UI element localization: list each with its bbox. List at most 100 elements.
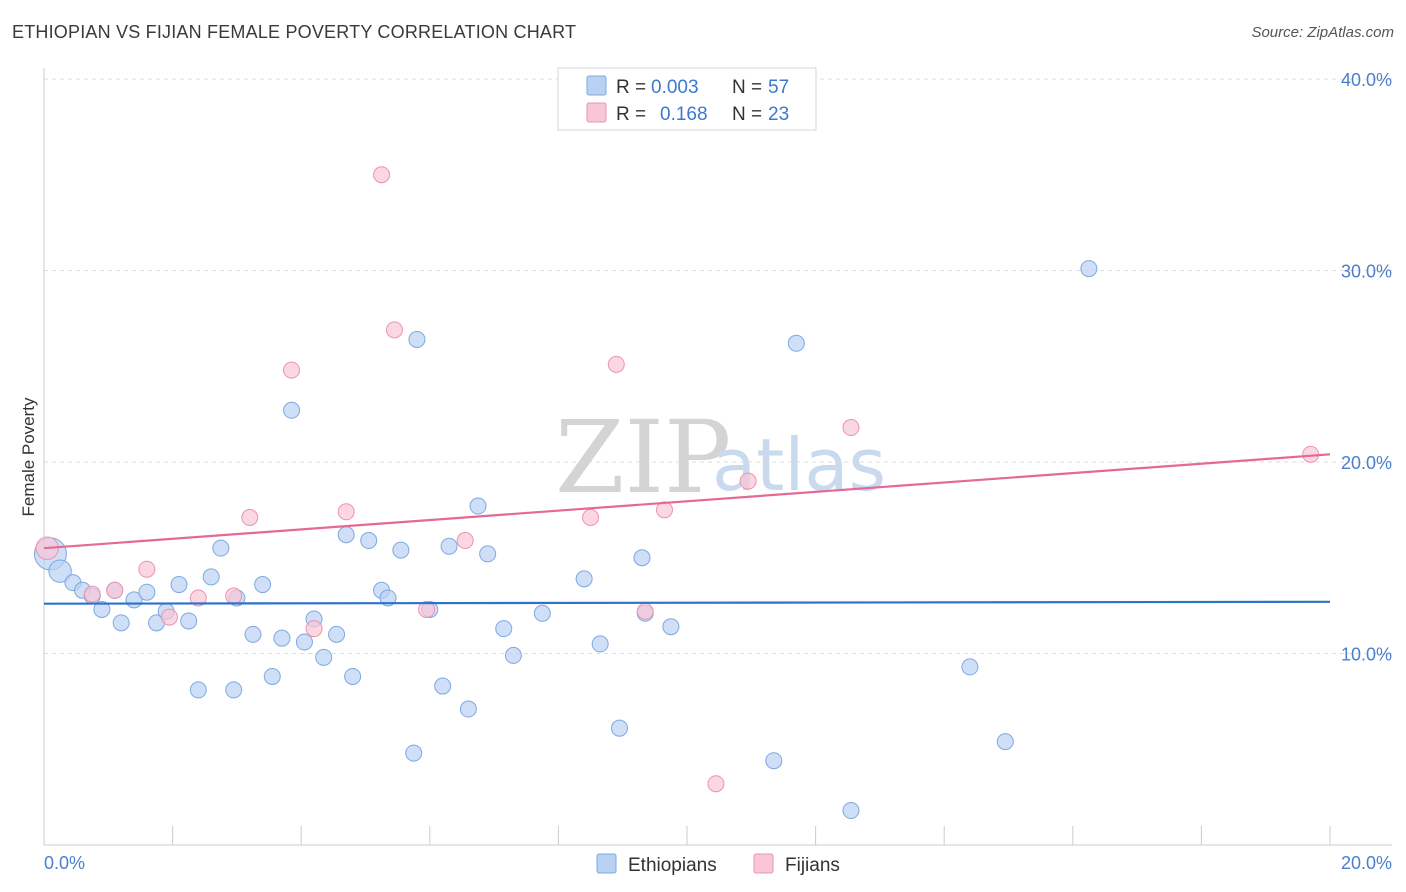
point-ethiopians [379, 589, 397, 607]
point-ethiopians [392, 541, 410, 559]
point-fijians [636, 602, 654, 620]
point-fijians [106, 581, 124, 599]
point-ethiopians [225, 681, 243, 699]
point-fijians [241, 509, 259, 527]
point-ethiopians [328, 625, 346, 643]
point-ethiopians [295, 633, 313, 651]
point-fijians [385, 321, 403, 339]
legend-r-label: R = [616, 104, 646, 125]
point-ethiopians [459, 700, 477, 718]
x-tick-label: 20.0% [1341, 853, 1392, 873]
legend-swatch-ethiopians [586, 75, 607, 96]
point-fijians [138, 560, 156, 578]
legend-n-value-ethiopians: 57 [768, 77, 789, 98]
point-ethiopians [575, 570, 593, 588]
point-ethiopians [591, 635, 609, 653]
point-ethiopians [787, 334, 805, 352]
series-layer [33, 166, 1320, 820]
series-fijians [35, 166, 1320, 793]
legend-n-label: N = [732, 77, 762, 98]
point-ethiopians [504, 646, 522, 664]
trend-line-fijians [43, 453, 1331, 550]
y-axis-title: Female Poverty [19, 397, 38, 517]
point-fijians [283, 361, 301, 379]
point-fijians [607, 355, 625, 373]
point-ethiopians [315, 648, 333, 666]
point-fijians [83, 585, 101, 603]
point-ethiopians [244, 625, 262, 643]
chart-title: ETHIOPIAN VS FIJIAN FEMALE POVERTY CORRE… [12, 22, 577, 42]
point-ethiopians [765, 752, 783, 770]
point-ethiopians [283, 401, 301, 419]
point-fijians [225, 587, 243, 605]
point-fijians [582, 509, 600, 527]
bottom-legend-label-fijians: Fijians [785, 855, 840, 876]
point-ethiopians [180, 612, 198, 630]
point-ethiopians [93, 600, 111, 618]
watermark-zip: ZIP [555, 399, 731, 516]
point-ethiopians [138, 583, 156, 601]
legend-r-value-fijians: 0.168 [660, 104, 708, 125]
point-ethiopians [408, 330, 426, 348]
point-fijians [842, 419, 860, 437]
series-ethiopians [33, 260, 1098, 820]
point-fijians [160, 608, 178, 626]
point-fijians [189, 589, 207, 607]
point-ethiopians [254, 576, 272, 594]
point-fijians [373, 166, 391, 184]
y-tick-label: 20.0% [1341, 453, 1392, 473]
series-legend: Ethiopians Fijians [596, 853, 840, 876]
point-ethiopians [633, 549, 651, 567]
point-ethiopians [263, 667, 281, 685]
point-ethiopians [273, 629, 291, 647]
point-ethiopians [48, 559, 72, 583]
watermark: ZIP atlas [555, 399, 886, 516]
point-ethiopians [610, 719, 628, 737]
legend-r-value-ethiopians: 0.003 [651, 77, 699, 98]
y-tick-label: 10.0% [1341, 645, 1392, 665]
legend-n-label: N = [732, 104, 762, 125]
bottom-legend-label-ethiopians: Ethiopians [628, 855, 717, 876]
source-credit: Source: ZipAtlas.com [1251, 24, 1394, 41]
point-ethiopians [344, 667, 362, 685]
bottom-legend-swatch-fijians [753, 853, 774, 874]
trend-line-ethiopians [43, 600, 1331, 605]
point-ethiopians [405, 744, 423, 762]
legend-n-value-fijians: 23 [768, 104, 789, 125]
point-ethiopians [469, 497, 487, 515]
point-ethiopians [533, 604, 551, 622]
point-fijians [418, 600, 436, 618]
point-ethiopians [961, 658, 979, 676]
point-fijians [739, 472, 757, 490]
point-ethiopians [202, 568, 220, 586]
legend-r-label: R = [616, 77, 646, 98]
point-ethiopians [189, 681, 207, 699]
point-ethiopians [112, 614, 130, 632]
point-ethiopians [842, 802, 860, 820]
correlation-legend: R = 0.003 N = 57 R = 0.168 N = 23 [557, 67, 817, 131]
point-ethiopians [495, 620, 513, 638]
point-fijians [707, 775, 725, 793]
point-ethiopians [662, 618, 680, 636]
axes: 10.0% 20.0% 30.0% 40.0% 0.0% 20.0% [43, 68, 1392, 873]
point-fijians [305, 620, 323, 638]
point-ethiopians [212, 539, 230, 557]
point-ethiopians [337, 526, 355, 544]
legend-swatch-fijians [586, 102, 607, 123]
point-ethiopians [170, 576, 188, 594]
point-ethiopians [996, 733, 1014, 751]
point-ethiopians [440, 537, 458, 555]
y-tick-label: 30.0% [1341, 262, 1392, 282]
grid [44, 78, 1392, 654]
x-tick-label: 0.0% [44, 853, 85, 873]
point-ethiopians [360, 532, 378, 550]
point-ethiopians [479, 545, 497, 563]
point-fijians [337, 503, 355, 521]
y-tick-label: 40.0% [1341, 70, 1392, 90]
point-fijians [456, 532, 474, 550]
trend-layer [43, 453, 1331, 605]
point-ethiopians [1080, 260, 1098, 278]
point-ethiopians [434, 677, 452, 695]
bottom-legend-swatch-ethiopians [596, 853, 617, 874]
